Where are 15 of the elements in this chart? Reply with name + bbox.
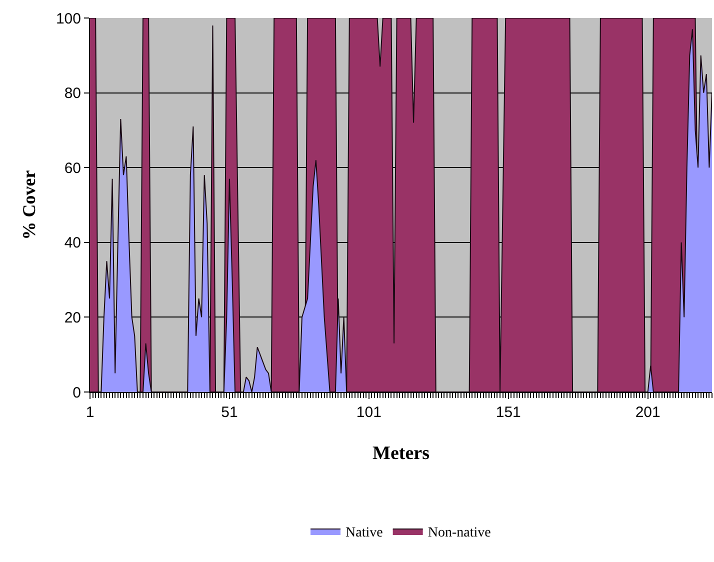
x-tick-label: 51 [221, 404, 238, 421]
y-axis-title: % Cover [19, 170, 40, 240]
y-tick-label: 40 [64, 234, 81, 252]
x-tick-label: 1 [86, 404, 94, 421]
x-axis-title: Meters [372, 442, 430, 464]
legend-label: Native [346, 525, 383, 540]
legend-label: Non-native [428, 525, 491, 540]
y-tick-label: 20 [64, 309, 81, 326]
y-tick-label: 60 [64, 160, 81, 177]
x-tick-label: 151 [496, 404, 521, 421]
x-tick-label: 101 [356, 404, 382, 421]
x-tick-label: 201 [635, 404, 660, 421]
y-tick-label: 80 [64, 85, 81, 102]
y-tick-label: 100 [56, 10, 81, 28]
y-tick-label: 0 [72, 384, 81, 402]
